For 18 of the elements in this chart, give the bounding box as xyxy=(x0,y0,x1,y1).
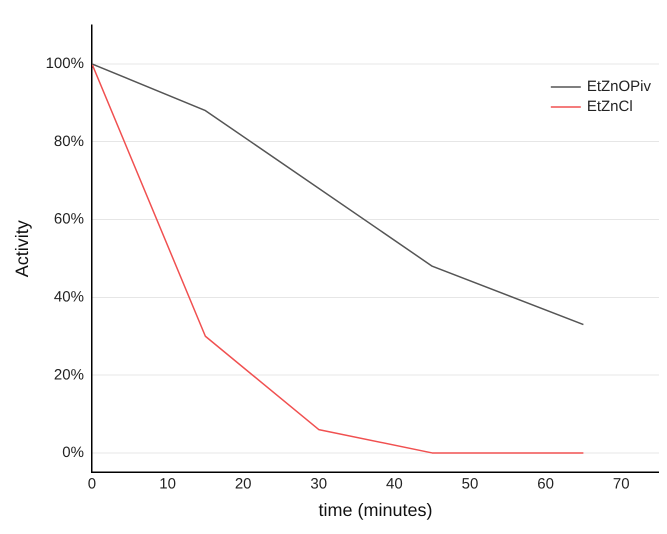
x-axis-title: time (minutes) xyxy=(318,500,432,520)
x-tick-label: 70 xyxy=(612,476,630,493)
x-tick-label: 50 xyxy=(462,476,478,493)
legend-label: EtZnOPiv xyxy=(586,78,652,96)
y-tick-label: 20% xyxy=(54,366,84,384)
y-tick-label: 40% xyxy=(54,288,84,306)
x-tick-label: 20 xyxy=(234,476,252,493)
y-axis-title: Activity xyxy=(12,220,32,278)
x-tick-label: 10 xyxy=(159,476,176,493)
y-tick-label: 100% xyxy=(46,55,84,72)
y-tick-label: 0% xyxy=(62,444,84,462)
y-tick-label: 80% xyxy=(54,132,84,150)
x-tick-label: 30 xyxy=(310,476,328,493)
x-tick-label: 40 xyxy=(386,476,403,493)
x-tick-label: 0 xyxy=(88,476,96,493)
x-tick-label: 60 xyxy=(537,476,554,493)
legend-label: EtZnCl xyxy=(586,98,633,116)
y-tick-label: 60% xyxy=(54,210,84,228)
